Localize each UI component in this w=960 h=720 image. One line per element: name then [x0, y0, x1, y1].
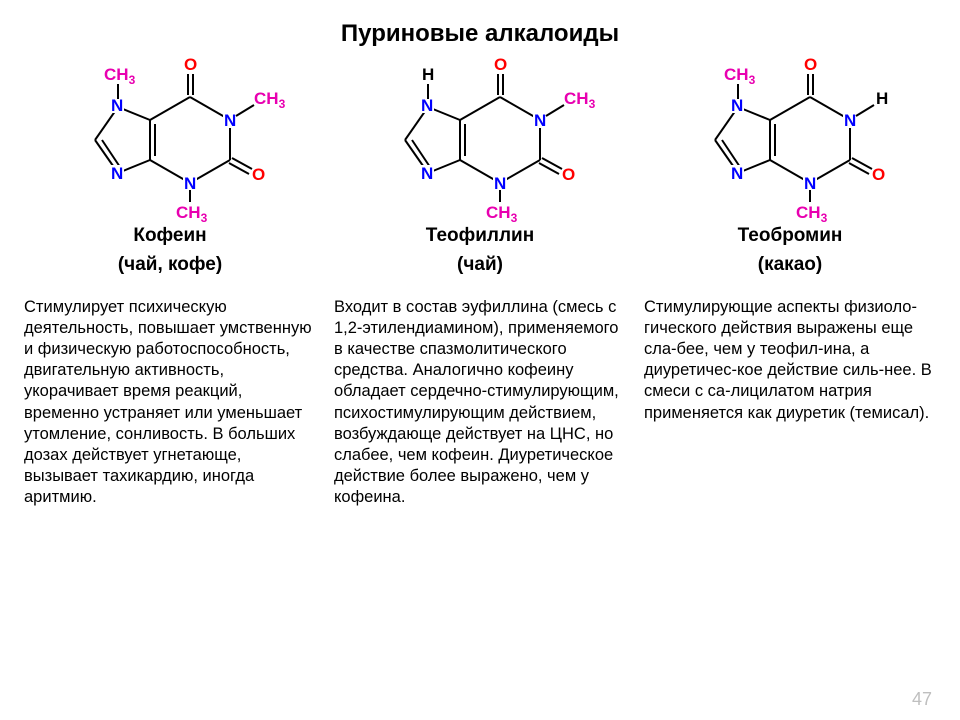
n7-sub: CH3 — [104, 65, 136, 87]
compounds-row: O O N CH3 N CH3 N CH3 — [24, 52, 936, 508]
n7-sub: CH3 — [724, 65, 756, 87]
n3-sub: CH3 — [796, 203, 828, 222]
structure-theophylline: O O N CH3 N CH3 N H N — [334, 52, 626, 222]
n7-sub: H — [422, 65, 434, 84]
n-label: N — [421, 164, 433, 183]
n-label: N — [844, 111, 856, 130]
compound-card: O O N H N CH3 N CH3 N Теобромин — [644, 52, 936, 508]
compound-source: (какао) — [644, 251, 936, 280]
n3-sub: CH3 — [486, 203, 518, 222]
n1-sub: H — [876, 89, 888, 108]
oxygen-label: O — [494, 55, 507, 74]
page-title: Пуриновые алкалоиды — [24, 20, 936, 48]
compound-name: Теобромин — [644, 222, 936, 251]
compound-desc: Стимулирует психическую деятельность, по… — [24, 297, 316, 508]
structure-theobromine: O O N H N CH3 N CH3 N — [644, 52, 936, 222]
compound-source: (чай) — [334, 251, 626, 280]
oxygen-label: O — [252, 165, 265, 184]
compound-card: O O N CH3 N CH3 N H N Теофиллин — [334, 52, 626, 508]
oxygen-label: O — [562, 165, 575, 184]
n1-sub: CH3 — [564, 89, 596, 111]
oxygen-label: O — [872, 165, 885, 184]
n1-sub: CH3 — [254, 89, 286, 111]
compound-name: Теофиллин — [334, 222, 626, 251]
compound-card: O O N CH3 N CH3 N CH3 — [24, 52, 316, 508]
n-label: N — [111, 164, 123, 183]
compound-desc: Входит в состав эуфиллина (смесь с 1,2-э… — [334, 297, 626, 508]
page-number: 47 — [912, 689, 932, 710]
n-label: N — [731, 164, 743, 183]
n3-sub: CH3 — [176, 203, 208, 222]
structure-caffeine: O O N CH3 N CH3 N CH3 — [24, 52, 316, 222]
compound-desc: Стимулирующие аспекты физиоло-гического … — [644, 297, 936, 424]
compound-source: (чай, кофе) — [24, 251, 316, 280]
oxygen-label: O — [184, 55, 197, 74]
n-label: N — [224, 111, 236, 130]
oxygen-label: O — [804, 55, 817, 74]
compound-name: Кофеин — [24, 222, 316, 251]
n-label: N — [534, 111, 546, 130]
